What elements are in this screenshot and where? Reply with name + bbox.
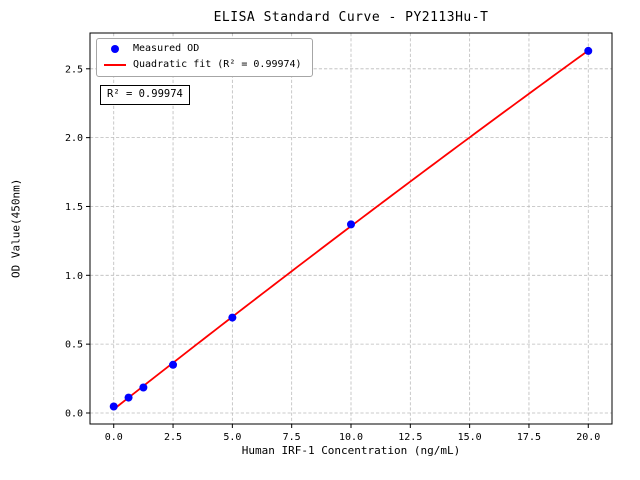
svg-text:12.5: 12.5 xyxy=(398,432,422,443)
line-marker-icon xyxy=(104,64,126,66)
svg-text:2.0: 2.0 xyxy=(65,133,83,144)
y-axis-label: OD Value(450nm) xyxy=(9,178,23,279)
legend-label-measured-od: Measured OD xyxy=(133,43,200,54)
legend-label-quadratic-fit: Quadratic fit (R² = 0.99974) xyxy=(133,59,302,70)
svg-text:2.5: 2.5 xyxy=(164,432,182,443)
r-squared-annotation: R² = 0.99974 xyxy=(100,85,190,105)
svg-text:7.5: 7.5 xyxy=(283,432,301,443)
svg-text:0.0: 0.0 xyxy=(105,432,123,443)
chart-title: ELISA Standard Curve - PY2113Hu-T xyxy=(213,10,489,25)
legend: Measured OD Quadratic fit (R² = 0.99974) xyxy=(96,38,313,77)
svg-text:17.5: 17.5 xyxy=(517,432,541,443)
x-axis-label: Human IRF-1 Concentration (ng/mL) xyxy=(241,444,461,457)
svg-text:2.5: 2.5 xyxy=(65,64,83,75)
line-marker-box xyxy=(104,64,126,66)
svg-text:5.0: 5.0 xyxy=(223,432,241,443)
svg-text:1.0: 1.0 xyxy=(65,271,83,282)
legend-item-measured-od: Measured OD xyxy=(104,44,302,54)
legend-item-quadratic-fit: Quadratic fit (R² = 0.99974) xyxy=(104,60,302,70)
scatter-marker-icon xyxy=(111,45,119,53)
scatter-marker-box xyxy=(104,45,126,53)
svg-text:1.5: 1.5 xyxy=(65,202,83,213)
svg-text:0.5: 0.5 xyxy=(65,340,83,351)
svg-text:20.0: 20.0 xyxy=(576,432,600,443)
svg-text:0.0: 0.0 xyxy=(65,408,83,419)
svg-text:10.0: 10.0 xyxy=(339,432,363,443)
svg-text:15.0: 15.0 xyxy=(458,432,482,443)
